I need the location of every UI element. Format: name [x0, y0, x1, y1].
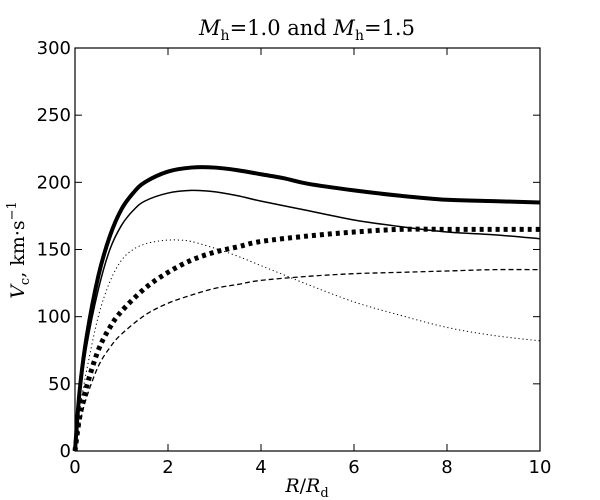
y-tick-label: 250: [37, 105, 71, 126]
series-line-thick-dotted: [72, 226, 540, 452]
x-tick-label: 0: [69, 457, 80, 478]
y-tick-label: 200: [37, 172, 71, 193]
y-tick-label: 0: [60, 441, 71, 462]
x-tick-label: 10: [529, 457, 552, 478]
y-tick-label: 100: [37, 307, 71, 328]
series-line-thin-solid: [74, 189, 541, 452]
x-axis-label: R/Rd: [284, 475, 328, 500]
series-group: [72, 165, 541, 452]
y-tick-label: 50: [48, 374, 71, 395]
series-line-thin-dashed: [74, 268, 541, 452]
series-line-thick-solid: [73, 165, 541, 452]
chart-title: Mh=1.0 and Mh=1.5: [198, 16, 415, 44]
x-tick-label: 2: [162, 457, 173, 478]
x-tick-label: 6: [348, 457, 359, 478]
plot-frame: [74, 47, 541, 452]
y-axis-label: Vc, km·s−1: [5, 201, 33, 299]
y-tick-label: 300: [37, 38, 71, 59]
x-tick-label: 8: [441, 457, 452, 478]
y-tick-label: 150: [37, 240, 71, 261]
x-tick-label: 4: [255, 457, 266, 478]
series-line-thin-dotted: [74, 239, 541, 452]
